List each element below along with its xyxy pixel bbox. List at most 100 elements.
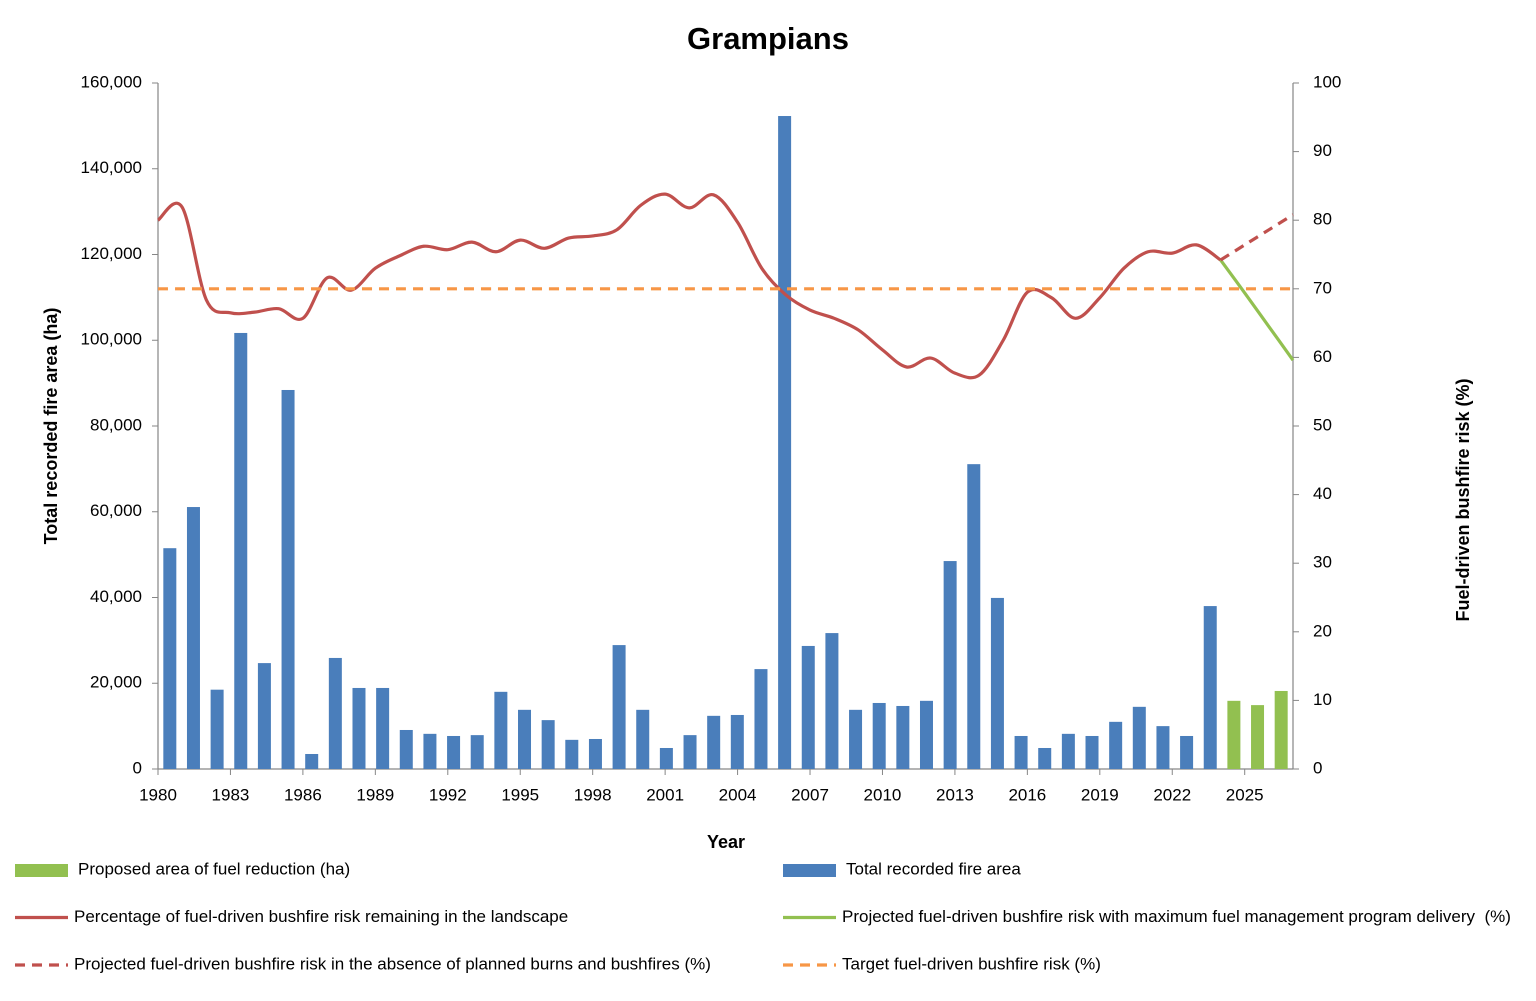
bar: [636, 709, 650, 769]
bar: [588, 738, 602, 769]
bar: [612, 645, 626, 769]
x-tick-label: 2019: [1081, 785, 1119, 804]
bar: [399, 729, 413, 769]
x-tick-label: 2001: [646, 785, 684, 804]
x-tick-label: 2007: [791, 785, 829, 804]
bar: [778, 116, 792, 770]
bar: [423, 733, 437, 769]
line: [1219, 213, 1294, 262]
y-tick-label: 40,000: [90, 587, 142, 606]
y2-tick-label: 20: [1313, 621, 1332, 640]
y2-tick-label: 40: [1313, 484, 1332, 503]
legend-swatch: [15, 864, 68, 877]
bar: [1274, 690, 1288, 769]
bar: [541, 720, 555, 769]
y2-tick-label: 80: [1313, 210, 1332, 229]
bar: [470, 735, 484, 769]
legend-label: Projected fuel-driven bushfire risk in t…: [74, 954, 711, 973]
line: [1219, 259, 1295, 362]
bar: [1038, 747, 1052, 769]
y-tick-label: 100,000: [81, 330, 142, 349]
bar: [494, 691, 508, 769]
y-tick-label: 80,000: [90, 415, 142, 434]
y2-tick-label: 0: [1313, 758, 1322, 777]
y-tick-label: 60,000: [90, 501, 142, 520]
legend-label: Proposed area of fuel reduction (ha): [78, 859, 350, 878]
y-tick-label: 140,000: [81, 158, 142, 177]
bar: [281, 389, 295, 769]
bar: [730, 714, 744, 769]
y-tick-label: 0: [133, 758, 142, 777]
bar: [659, 747, 673, 769]
legend-label: Percentage of fuel-driven bushfire risk …: [74, 907, 568, 926]
bar: [163, 548, 177, 769]
legend-label: Total recorded fire area: [846, 859, 1021, 878]
bar: [1180, 735, 1194, 769]
y2-tick-label: 100: [1313, 72, 1341, 91]
bar: [896, 705, 910, 769]
y2-tick-label: 50: [1313, 415, 1332, 434]
bar: [1109, 721, 1123, 769]
bar: [990, 597, 1004, 769]
line: [156, 192, 1222, 380]
legend-label: Projected fuel-driven bushfire risk with…: [842, 907, 1511, 926]
y2-tick-label: 30: [1313, 553, 1332, 572]
x-axis-label: Year: [707, 832, 745, 852]
bar: [186, 507, 200, 769]
bar: [943, 561, 957, 769]
bar: [801, 645, 815, 769]
y-tick-label: 20,000: [90, 673, 142, 692]
bar: [234, 332, 248, 769]
bar: [210, 689, 224, 769]
x-tick-label: 1998: [574, 785, 612, 804]
bar: [352, 687, 366, 769]
x-tick-label: 1983: [212, 785, 250, 804]
x-tick-label: 2004: [719, 785, 757, 804]
legend-label: Target fuel-driven bushfire risk (%): [842, 954, 1101, 973]
y2-tick-label: 70: [1313, 278, 1332, 297]
bar: [872, 702, 886, 769]
y-tick-label: 120,000: [81, 244, 142, 263]
x-tick-label: 2022: [1153, 785, 1191, 804]
bar: [1251, 705, 1265, 769]
bar: [919, 700, 933, 769]
bar: [447, 735, 461, 769]
bar: [1156, 726, 1170, 769]
bar: [825, 633, 839, 769]
y2-tick-label: 10: [1313, 690, 1332, 709]
x-tick-label: 1986: [284, 785, 322, 804]
bar: [683, 735, 697, 769]
y-tick-label: 160,000: [81, 72, 142, 91]
x-tick-label: 2013: [936, 785, 974, 804]
bar: [1085, 735, 1099, 769]
x-tick-label: 1980: [139, 785, 177, 804]
x-tick-label: 1995: [501, 785, 539, 804]
y-axis-label: Total recorded fire area (ha): [41, 308, 61, 545]
bar: [305, 753, 319, 769]
y2-tick-label: 60: [1313, 347, 1332, 366]
bar: [328, 657, 342, 769]
bar: [565, 739, 579, 769]
bar: [1132, 706, 1146, 769]
bar: [1014, 735, 1028, 769]
x-tick-label: 2010: [864, 785, 902, 804]
bar: [257, 663, 271, 769]
bar: [1227, 700, 1241, 769]
bar: [707, 715, 721, 769]
x-tick-label: 2025: [1226, 785, 1264, 804]
x-tick-label: 1989: [356, 785, 394, 804]
bar: [518, 709, 532, 769]
bar: [967, 464, 981, 769]
legend-swatch: [783, 864, 836, 877]
bar: [754, 669, 768, 769]
chart-title: Grampians: [687, 21, 849, 56]
bar: [1203, 606, 1217, 769]
bar: [376, 687, 390, 769]
y2-tick-label: 90: [1313, 141, 1332, 160]
y2-axis-label: Fuel-driven bushfire risk (%): [1453, 378, 1473, 621]
bar: [1061, 733, 1075, 769]
x-tick-label: 2016: [1008, 785, 1046, 804]
x-tick-label: 1992: [429, 785, 467, 804]
bar: [849, 709, 863, 769]
